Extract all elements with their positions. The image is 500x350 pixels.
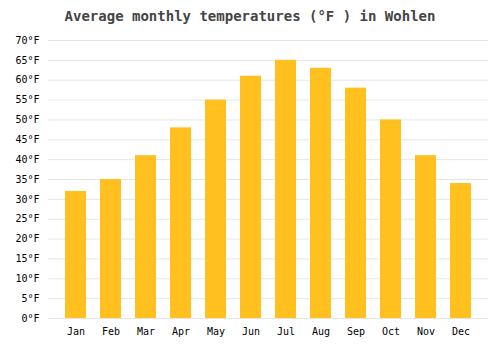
html-text:Average monthly temperatures (: Average monthly temperatures (°F ) in Wo…: [64, 8, 436, 24]
svg-text:45°F: 45°F: [15, 134, 39, 145]
svg-text:Jun: Jun: [242, 326, 260, 337]
svg-text:Apr: Apr: [172, 326, 190, 337]
svg-text:Feb: Feb: [102, 326, 120, 337]
svg-text:65°F: 65°F: [15, 55, 39, 66]
svg-text:70°F: 70°F: [15, 35, 39, 46]
svg-text:40°F: 40°F: [15, 154, 39, 165]
svg-text:Oct: Oct: [382, 326, 400, 337]
svg-text:10°F: 10°F: [15, 273, 39, 284]
svg-text:Jan: Jan: [67, 326, 85, 337]
svg-text:0°F: 0°F: [21, 313, 39, 324]
svg-text:Nov: Nov: [417, 326, 435, 337]
svg-text:35°F: 35°F: [15, 174, 39, 185]
svg-text:Aug: Aug: [312, 326, 330, 337]
svg-text:May: May: [207, 326, 225, 337]
svg-text:20°F: 20°F: [15, 233, 39, 244]
svg-text:Dec: Dec: [452, 326, 470, 337]
svg-text:50°F: 50°F: [15, 114, 39, 125]
svg-text:Mar: Mar: [137, 326, 155, 337]
svg-text:5°F: 5°F: [21, 293, 39, 304]
svg-text:Sep: Sep: [347, 326, 365, 337]
svg-text:30°F: 30°F: [15, 194, 39, 205]
svg-text:55°F: 55°F: [15, 94, 39, 105]
svg-text:25°F: 25°F: [15, 213, 39, 224]
svg-text:Jul: Jul: [277, 326, 295, 337]
svg-text:15°F: 15°F: [15, 253, 39, 264]
svg-text:60°F: 60°F: [15, 74, 39, 85]
